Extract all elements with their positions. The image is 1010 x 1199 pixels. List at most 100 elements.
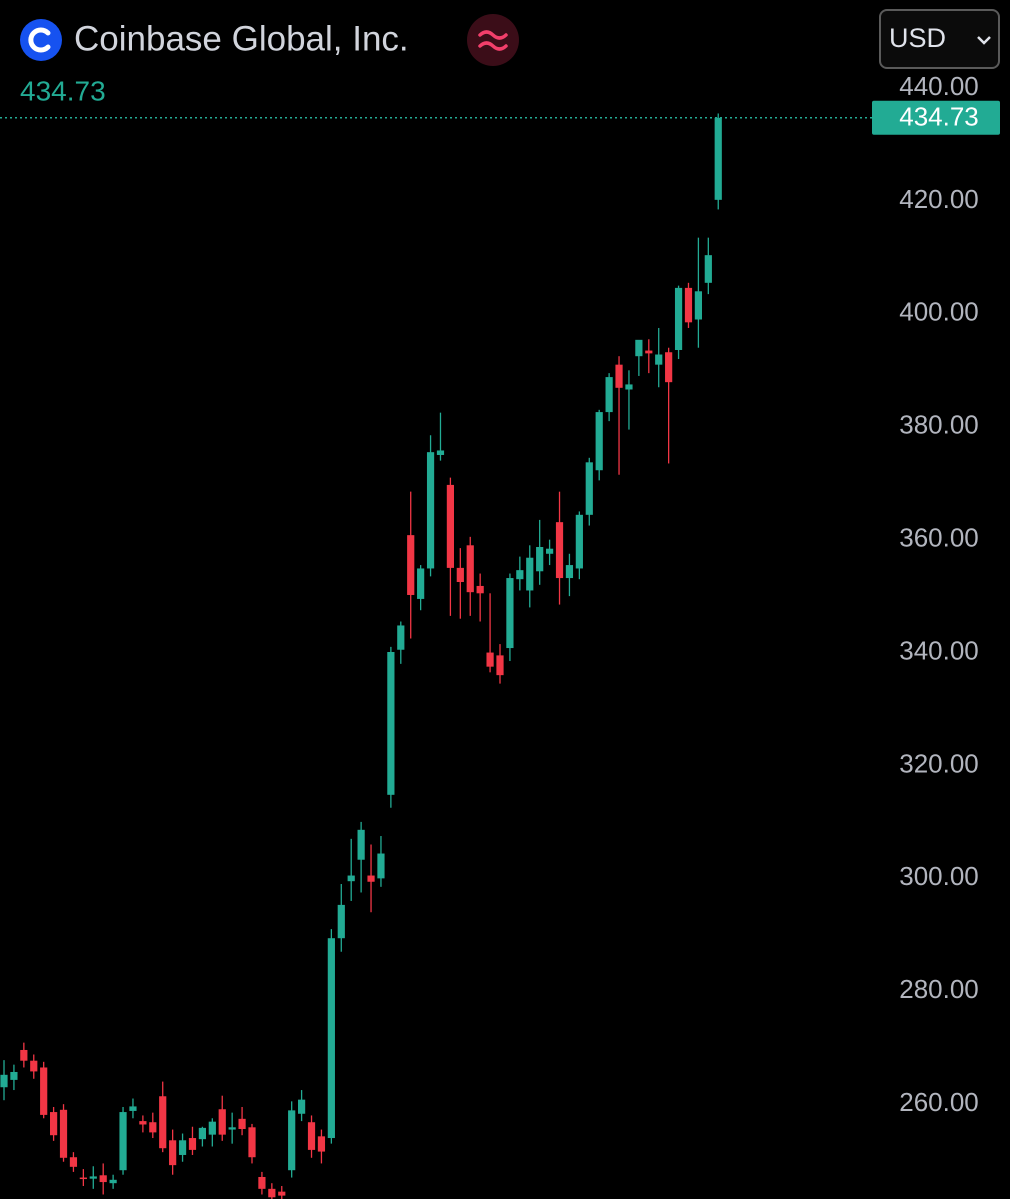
y-tick-label: 440.00 — [899, 71, 979, 101]
y-tick-label: 340.00 — [899, 635, 979, 665]
candle-body — [30, 1060, 38, 1072]
candle-body — [635, 339, 643, 357]
candle-body — [218, 1109, 226, 1135]
candle-body — [357, 829, 365, 860]
candle-body — [228, 1127, 236, 1130]
candle-body — [704, 255, 712, 283]
currency-select[interactable] — [879, 9, 1000, 69]
candle-body — [367, 875, 375, 882]
candle-body — [169, 1140, 177, 1166]
candle-body — [466, 545, 474, 593]
y-tick-label: 400.00 — [899, 297, 979, 327]
candle-body — [615, 364, 623, 388]
header: Coinbase Global, Inc. 434.73 USD — [20, 9, 1000, 106]
price-axis: 260.00 280.00 300.00 320.00 340.00 360.00 380.… — [872, 71, 1000, 1117]
candle-body — [575, 514, 583, 569]
candle-body — [694, 291, 702, 320]
candle-body — [0, 1074, 8, 1088]
candle-body — [565, 565, 574, 579]
candle-body — [119, 1112, 127, 1171]
y-tick-label: 320.00 — [899, 748, 979, 778]
last-price-tag — [872, 100, 1000, 135]
candle-body — [347, 875, 355, 882]
symbol-title: Coinbase Global, Inc. — [74, 19, 409, 58]
candle-body — [188, 1138, 197, 1150]
status-glyph — [478, 30, 508, 51]
logo-glyph — [28, 27, 51, 53]
candle-body — [79, 1177, 87, 1180]
candle-body — [268, 1188, 276, 1198]
candle-body — [407, 535, 415, 595]
candle-body — [139, 1121, 147, 1125]
candle-body — [298, 1099, 306, 1114]
candle-body — [397, 625, 405, 650]
candle-body — [496, 655, 504, 676]
candle-body — [645, 350, 653, 354]
last-price-label: 434.73 — [899, 102, 979, 132]
candle-body — [486, 652, 494, 667]
candle-body — [516, 570, 524, 580]
candle-body — [665, 352, 673, 383]
candle-body — [40, 1067, 48, 1115]
candle-body — [684, 287, 693, 323]
candle-body — [446, 484, 454, 568]
candle-body — [625, 384, 633, 390]
candle-body — [178, 1140, 187, 1155]
candle-body — [595, 412, 603, 471]
candle-body — [10, 1071, 18, 1080]
candle-body — [526, 557, 534, 591]
candle-body — [655, 354, 663, 365]
candle-body — [456, 567, 464, 583]
candle-body — [208, 1121, 216, 1135]
candle-body — [546, 548, 554, 554]
candle-body — [426, 452, 435, 569]
candle-body — [317, 1136, 326, 1152]
header-price: 434.73 — [20, 75, 106, 106]
candle-body — [149, 1122, 157, 1133]
candle-body — [377, 853, 385, 879]
candle-body — [258, 1176, 266, 1189]
candle-body — [605, 377, 613, 413]
candle-body — [248, 1127, 256, 1158]
candle-body — [109, 1179, 117, 1184]
candle-body — [50, 1112, 58, 1136]
currency-label[interactable]: USD — [889, 23, 946, 53]
candle-body — [20, 1049, 28, 1061]
candle-body — [585, 462, 593, 515]
candle-body — [59, 1109, 68, 1158]
y-tick-label: 280.00 — [899, 974, 979, 1004]
candle-body — [89, 1176, 97, 1179]
y-tick-label: 300.00 — [899, 861, 979, 891]
candle-body — [69, 1157, 78, 1167]
y-tick-label: 380.00 — [899, 410, 979, 440]
candle-body — [417, 568, 425, 599]
candle-body — [714, 117, 722, 200]
logo — [20, 19, 62, 61]
y-tick-label: 360.00 — [899, 523, 979, 553]
candle-body — [198, 1127, 206, 1140]
candle-body — [307, 1122, 316, 1150]
candle-body — [674, 287, 683, 350]
candle-body — [99, 1175, 107, 1183]
candle-body — [387, 651, 395, 795]
candle-body — [288, 1110, 296, 1171]
candle-body — [555, 522, 564, 579]
dropdown-chevron[interactable] — [977, 36, 991, 45]
status-icon — [467, 14, 519, 66]
y-tick-label: 420.00 — [899, 184, 979, 214]
y-tick-label: 260.00 — [899, 1087, 979, 1117]
candle-body — [476, 585, 484, 594]
candle-body — [238, 1118, 246, 1130]
candle-body — [278, 1191, 286, 1196]
candle-body — [129, 1106, 137, 1111]
candle-body — [337, 904, 345, 939]
plot-area — [0, 113, 872, 1199]
candle-body — [536, 547, 544, 572]
candle-body — [327, 938, 335, 1139]
candle-body — [436, 450, 445, 455]
candle-body — [506, 578, 514, 649]
candle-body — [159, 1096, 167, 1149]
